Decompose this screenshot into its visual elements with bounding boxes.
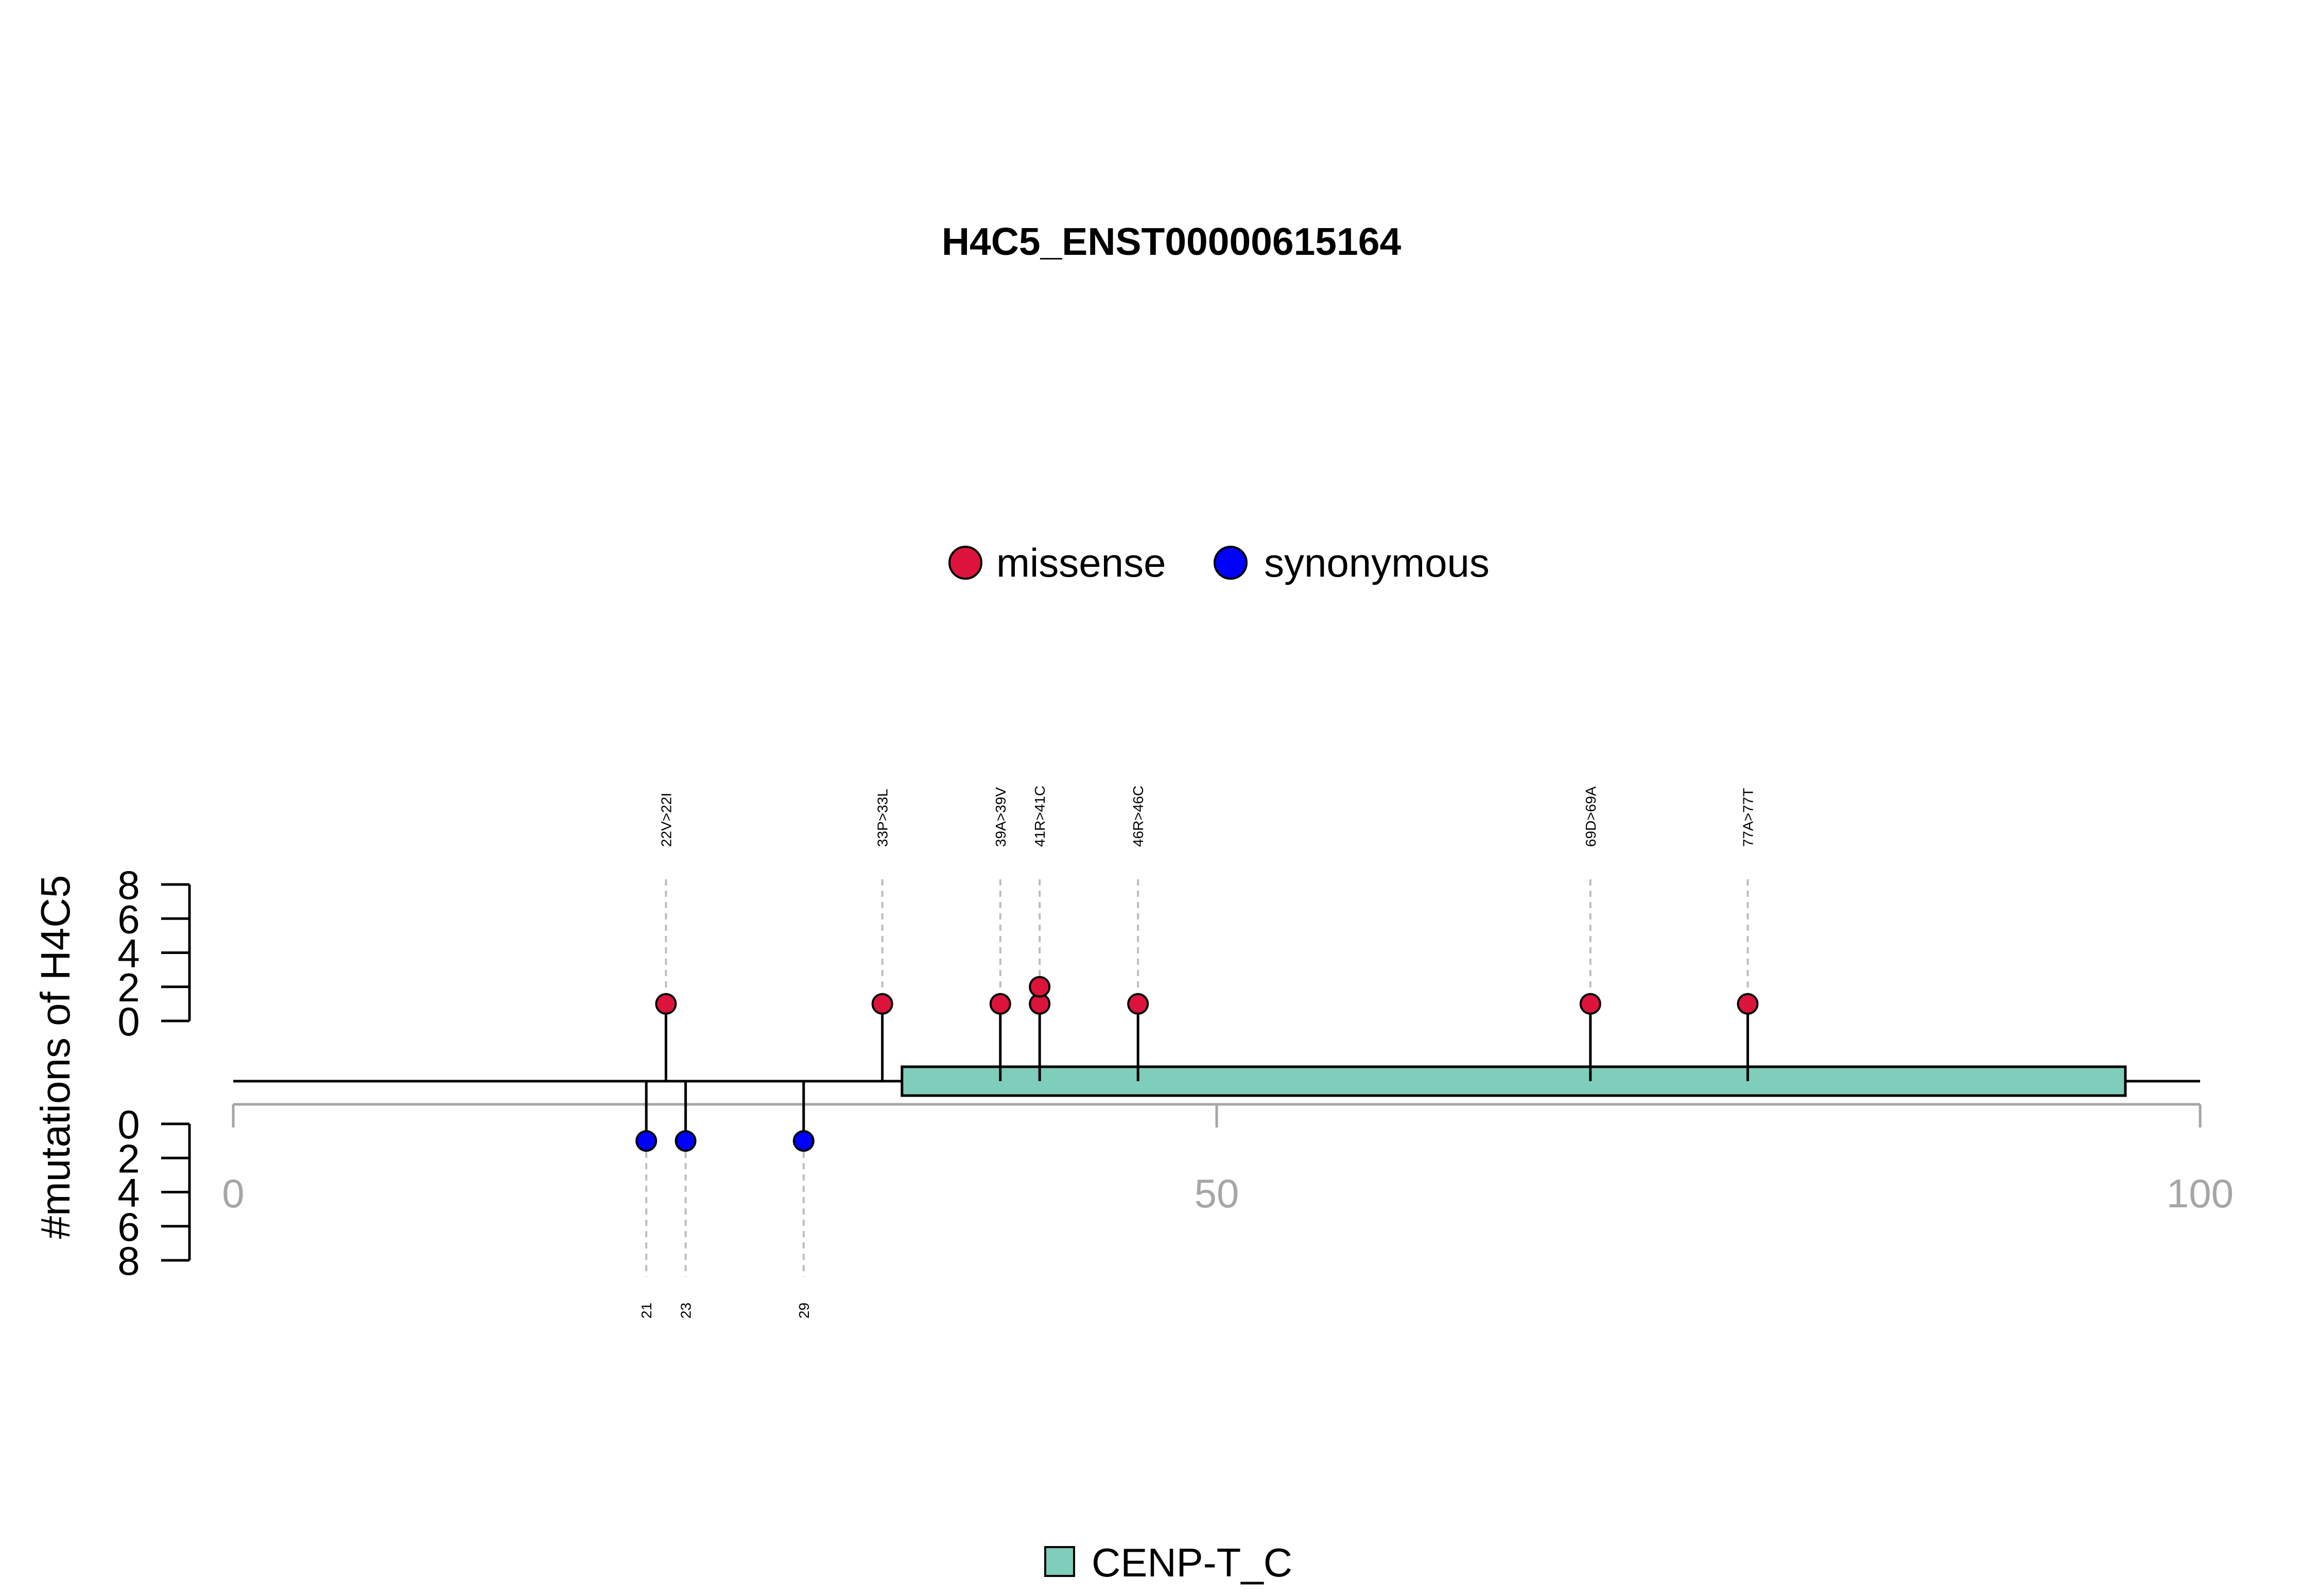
upper-tick-label-2: 2 [117, 965, 140, 1010]
mutation-label-21: 21 [638, 1303, 654, 1319]
mutation-lollipops [635, 976, 1759, 1152]
position-axis: 0 50 100 [222, 1103, 2234, 1216]
lower-tick-label-8: 8 [117, 1238, 140, 1283]
legend-marker-synonymous [1214, 546, 1248, 580]
lollipop-synonymous-21-1 [635, 1130, 658, 1152]
mutation-stems [645, 879, 1749, 1277]
mutation-label-33: 33P>33L [875, 789, 891, 847]
mutation-label-22: 22V>22I [658, 793, 674, 847]
upper-tick-label-8: 8 [117, 862, 140, 908]
lollipop-synonymous-23-1 [675, 1130, 697, 1152]
mutation-type-legend: missense synonymous [948, 540, 1490, 585]
upper-tick-label-0: 0 [117, 999, 140, 1044]
lollipop-missense-46-1 [1127, 993, 1149, 1015]
lollipop-missense-22-1 [655, 993, 677, 1015]
upper-tick-label-6: 6 [117, 896, 140, 942]
mutation-label-23: 23 [678, 1303, 694, 1319]
legend-label-missense: missense [996, 540, 1166, 585]
lower-tick-label-0: 0 [117, 1102, 140, 1147]
mutation-label-29: 29 [796, 1303, 812, 1319]
lollipop-missense-39-1 [989, 993, 1011, 1015]
x-tick-label-50: 50 [1195, 1171, 1239, 1216]
mutation-labels: 22V>22I 33P>33L 39A>39V 41R>41C 46R>46C 69D>6… [638, 786, 1756, 1319]
lower-tick-label-2: 2 [117, 1136, 140, 1181]
lollipop-missense-69-1 [1579, 993, 1601, 1015]
lollipop-synonymous-29-1 [792, 1130, 815, 1152]
domain-cenp-t-c [901, 1065, 2127, 1097]
domain-legend-swatch [1044, 1546, 1075, 1577]
x-tick-label-0: 0 [222, 1171, 244, 1216]
lollipop-missense-33-1 [871, 993, 893, 1015]
domain-legend: CENP-T_C [1044, 1540, 1292, 1585]
domain-legend-label: CENP-T_C [1092, 1540, 1292, 1585]
mutation-label-41: 41R>41C [1032, 786, 1048, 847]
mutation-label-69: 69D>69A [1583, 786, 1599, 847]
upper-tick-label-4: 4 [117, 931, 140, 976]
y-axis-label: #mutations of H4C5 [32, 875, 78, 1239]
mutation-label-39: 39A>39V [993, 787, 1009, 847]
x-tick-label-100: 100 [2167, 1171, 2234, 1216]
lollipop-missense-41-2 [1029, 976, 1051, 998]
legend-marker-missense [948, 546, 982, 580]
lower-tick-label-4: 4 [117, 1170, 140, 1216]
lower-tick-label-6: 6 [117, 1204, 140, 1250]
mutation-label-77: 77A>77T [1740, 788, 1756, 847]
chart-title: H4C5_ENST00000615164 [942, 220, 1402, 263]
mutation-label-46: 46R>46C [1130, 786, 1146, 847]
legend-label-synonymous: synonymous [1264, 540, 1490, 585]
lollipop-missense-77-1 [1737, 993, 1759, 1015]
